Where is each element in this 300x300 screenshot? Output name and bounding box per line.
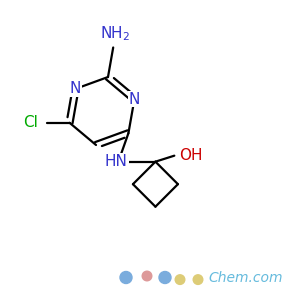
Text: Chem.com: Chem.com: [209, 271, 283, 284]
Text: HN: HN: [105, 154, 128, 169]
Text: N: N: [129, 92, 140, 107]
Text: N: N: [70, 81, 81, 96]
Circle shape: [159, 272, 171, 284]
Circle shape: [193, 275, 203, 284]
Text: OH: OH: [179, 148, 203, 163]
Circle shape: [120, 272, 132, 284]
Circle shape: [175, 275, 185, 284]
Text: Cl: Cl: [23, 115, 38, 130]
Circle shape: [142, 271, 152, 281]
Text: NH$_2$: NH$_2$: [100, 24, 130, 43]
